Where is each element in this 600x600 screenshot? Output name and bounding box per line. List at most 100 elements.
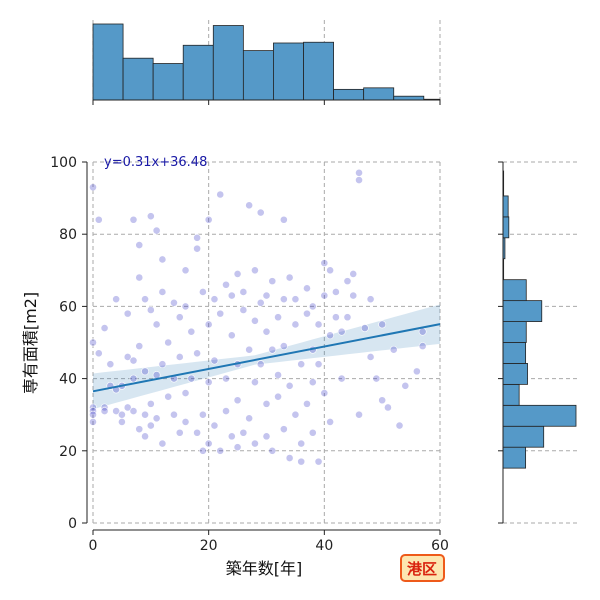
scatter-point — [129, 374, 138, 383]
right-histogram-bar — [502, 195, 509, 218]
district-badge: 港区 — [400, 554, 445, 582]
right-histogram-bar — [502, 404, 577, 427]
scatter-point — [360, 324, 369, 332]
right-histogram — [498, 161, 580, 524]
scatter-point — [314, 360, 323, 369]
scatter-point — [251, 316, 259, 325]
scatter-point — [118, 418, 126, 426]
scatter-point — [193, 233, 201, 242]
scatter-point — [193, 349, 201, 358]
scatter-point — [343, 313, 352, 322]
scatter-point — [222, 280, 230, 289]
y-tick-label: 60 — [59, 299, 77, 315]
x-tick-label: 40 — [315, 538, 333, 554]
scatter-point — [89, 338, 97, 347]
scatter-point — [158, 360, 167, 369]
y-tick-label: 100 — [50, 155, 77, 171]
scatter-point — [216, 190, 225, 199]
scatter-point — [227, 432, 236, 441]
scatter-point — [308, 302, 317, 311]
scatter-point — [343, 277, 352, 286]
scatter-point — [320, 389, 329, 397]
scatter-point — [222, 407, 230, 415]
scatter-point — [181, 418, 190, 426]
scatter-point — [331, 288, 340, 296]
scatter-point — [395, 421, 404, 430]
scatter-point — [245, 345, 254, 354]
scatter-point — [256, 360, 265, 369]
scatter-point — [291, 320, 300, 329]
scatter-point — [337, 374, 346, 383]
scatter-point — [303, 399, 311, 408]
scatter-point — [285, 273, 294, 282]
scatter-point — [326, 266, 335, 275]
scatter-point — [112, 407, 121, 415]
scatter-point — [112, 295, 121, 304]
scatter-point — [152, 414, 161, 423]
main-scatter-plot: 0 20 40 60 0 20 40 60 80 100 y=0.31x+36.48 築年数[年… — [21, 155, 449, 578]
right-histogram-bar — [502, 446, 527, 469]
scatter-point — [187, 374, 196, 383]
right-histogram-bar — [502, 342, 527, 364]
scatter-point — [135, 342, 144, 351]
scatter-point — [233, 443, 242, 452]
scatter-point — [349, 270, 358, 278]
scatter-point — [251, 439, 259, 448]
scatter-point — [198, 288, 207, 296]
scatter-point — [291, 410, 300, 419]
right-histogram-bar — [502, 321, 527, 343]
top-histogram-bar — [212, 25, 244, 101]
scatter-point — [268, 277, 277, 286]
scatter-point — [412, 367, 421, 376]
scatter-point — [268, 345, 277, 354]
scatter-point — [135, 425, 144, 434]
scatter-point — [303, 284, 311, 293]
scatter-point — [384, 403, 392, 412]
y-tick-label: 20 — [59, 444, 77, 460]
scatter-point — [210, 421, 219, 430]
scatter-point — [158, 288, 167, 296]
scatter-point — [141, 367, 149, 376]
scatter-point — [239, 306, 248, 314]
scatter-point — [193, 244, 201, 253]
scatter-point — [175, 353, 184, 361]
scatter-point — [308, 428, 317, 437]
scatter-point — [285, 454, 294, 462]
scatter-point — [181, 389, 190, 397]
scatter-point — [274, 371, 282, 379]
scatter-point — [158, 255, 167, 264]
scatter-point — [262, 432, 271, 441]
scatter-point — [175, 313, 184, 322]
scatter-point — [389, 345, 398, 354]
scatter-point — [106, 360, 115, 369]
scatter-point — [198, 446, 207, 455]
scatter-point — [372, 374, 381, 383]
scatter-point — [210, 295, 219, 304]
scatter-point — [355, 176, 363, 184]
scatter-point — [233, 396, 242, 405]
scatter-point — [187, 327, 196, 336]
scatter-point — [129, 356, 138, 365]
scatter-point — [251, 378, 259, 387]
scatter-point — [146, 212, 155, 221]
scatter-point — [262, 291, 271, 300]
scatter-point — [135, 273, 144, 282]
scatter-point — [146, 399, 155, 408]
scatter-point — [256, 298, 265, 307]
scatter-point — [89, 183, 97, 192]
scatter-point — [227, 291, 236, 300]
scatter-point — [320, 259, 329, 267]
scatter-point — [216, 446, 225, 455]
scatter-point — [279, 215, 288, 224]
scatter-point — [366, 353, 375, 361]
top-histogram-bar — [273, 42, 304, 101]
top-histogram-bar — [393, 95, 425, 101]
scatter-point — [123, 403, 132, 412]
right-histogram-bar — [502, 425, 545, 448]
scatter-point — [279, 342, 288, 351]
x-tick-label: 60 — [431, 538, 449, 554]
scatter-point — [94, 215, 103, 224]
scatter-point — [152, 320, 161, 329]
right-histogram-bar — [502, 216, 510, 239]
scatter-point — [331, 313, 340, 322]
